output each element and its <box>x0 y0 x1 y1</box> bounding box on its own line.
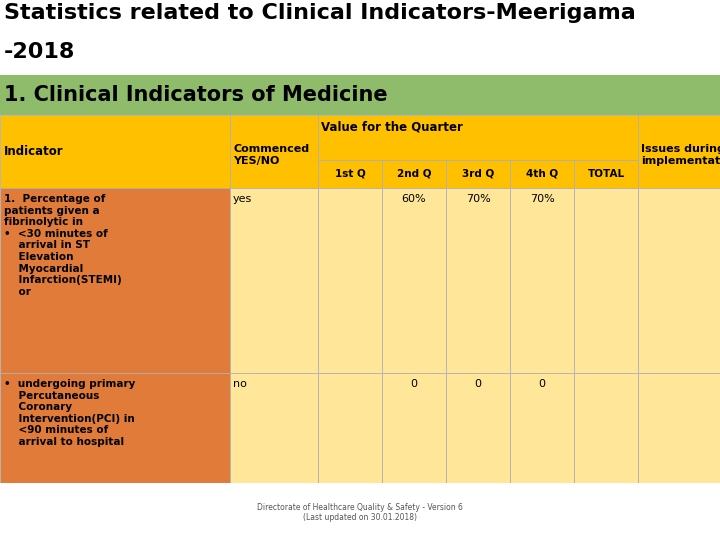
Bar <box>230 188 318 373</box>
Text: TOTAL: TOTAL <box>588 169 624 179</box>
Bar <box>638 188 720 373</box>
Bar <box>318 160 382 188</box>
Text: 4th Q: 4th Q <box>526 169 558 179</box>
Bar <box>638 115 720 188</box>
Bar <box>638 373 720 528</box>
Text: Indicator: Indicator <box>4 145 63 158</box>
Text: •  undergoing primary
    Percutaneous
    Coronary
    Intervention(PCI) in
   : • undergoing primary Percutaneous Corona… <box>4 379 135 447</box>
Bar <box>382 160 446 188</box>
Bar <box>0 373 230 528</box>
Bar <box>446 160 510 188</box>
Text: Commenced
YES/NO: Commenced YES/NO <box>233 145 309 166</box>
Bar <box>0 483 720 540</box>
Text: 1st Q: 1st Q <box>335 169 365 179</box>
Text: Directorate of Healthcare Quality & Safety - Version 6
(Last updated on 30.01.20: Directorate of Healthcare Quality & Safe… <box>257 503 463 522</box>
Text: 3rd Q: 3rd Q <box>462 169 494 179</box>
Bar <box>0 75 720 115</box>
Bar <box>230 373 318 528</box>
Text: 60%: 60% <box>402 194 426 204</box>
Bar <box>446 373 510 528</box>
Text: 0: 0 <box>539 379 546 389</box>
Bar <box>318 373 382 528</box>
Text: 70%: 70% <box>530 194 554 204</box>
Bar <box>318 188 382 373</box>
Bar <box>510 188 574 373</box>
Bar <box>0 188 230 373</box>
Text: Issues during
implementation: Issues during implementation <box>641 145 720 166</box>
Text: Value for the Quarter: Value for the Quarter <box>321 120 463 133</box>
Bar <box>510 373 574 528</box>
Text: 2nd Q: 2nd Q <box>397 169 431 179</box>
Bar <box>510 160 574 188</box>
Bar <box>574 373 638 528</box>
Bar <box>574 160 638 188</box>
Text: -2018: -2018 <box>4 42 76 62</box>
Text: no: no <box>233 379 247 389</box>
Bar <box>0 0 720 75</box>
Bar <box>446 188 510 373</box>
Text: 1.  Percentage of
patients given a
fibrinolytic in
•  <30 minutes of
    arrival: 1. Percentage of patients given a fibrin… <box>4 194 122 297</box>
Bar <box>0 115 230 188</box>
Text: yes: yes <box>233 194 252 204</box>
Bar <box>382 373 446 528</box>
Text: 0: 0 <box>410 379 418 389</box>
Text: Statistics related to Clinical Indicators-Meerigama: Statistics related to Clinical Indicator… <box>4 3 636 23</box>
Bar <box>382 188 446 373</box>
Bar <box>318 115 638 160</box>
Bar <box>574 188 638 373</box>
Bar <box>230 115 318 188</box>
Text: 70%: 70% <box>466 194 490 204</box>
Text: 0: 0 <box>474 379 482 389</box>
Text: 1. Clinical Indicators of Medicine: 1. Clinical Indicators of Medicine <box>4 85 387 105</box>
